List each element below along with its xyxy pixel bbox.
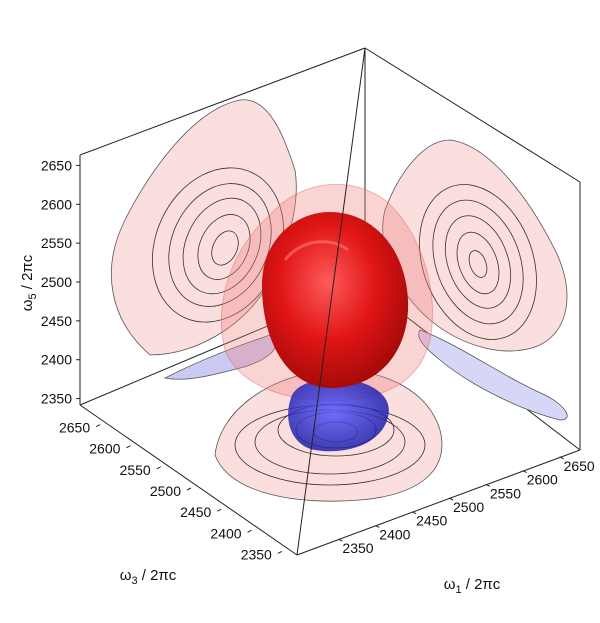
y-axis-tick-label-2450: 2450 — [180, 504, 211, 520]
x-axis-tick-mark-2450 — [411, 511, 417, 515]
y-axis-tick-label-2550: 2550 — [120, 462, 151, 478]
z-axis-tick-label-2600: 2600 — [41, 196, 72, 212]
right-wall-outer-contour — [382, 139, 568, 352]
right-wall-contour-3 — [444, 215, 512, 309]
x-axis-tick-mark-2600 — [522, 470, 527, 474]
x-axis-tick-label-2350: 2350 — [342, 540, 373, 556]
right-wall-projection — [382, 139, 568, 421]
z-axis-ticks: 2350 2400 2450 2500 2550 2600 2650 — [41, 157, 80, 407]
y-axis-tick-mark-2350 — [277, 550, 283, 554]
x-axis-ticks: 2350 2400 2450 2500 2550 2600 2650 — [338, 456, 595, 556]
y-axis-tick-label-2600: 2600 — [89, 441, 120, 457]
left-wall-contour-4 — [197, 214, 251, 280]
z-axis-tick-label-2400: 2400 — [41, 352, 72, 368]
x-axis-tick-label-2500: 2500 — [453, 499, 484, 515]
z-axis-tick-label-2500: 2500 — [41, 274, 72, 290]
x-axis-tick-label-2550: 2550 — [490, 485, 521, 501]
y-axis-tick-mark-2600 — [126, 445, 131, 449]
z-axis-tick-label-2350: 2350 — [41, 391, 72, 407]
x-axis-tick-label-2400: 2400 — [379, 526, 410, 542]
left-wall-projection — [111, 99, 297, 380]
x-axis-tick-mark-2500 — [448, 497, 454, 501]
x-axis-tick-label-2600: 2600 — [527, 472, 558, 488]
x-axis-tick-label-2650: 2650 — [564, 458, 595, 474]
left-wall-contour-3 — [182, 197, 262, 295]
y-axis-tick-label-2650: 2650 — [59, 420, 90, 436]
y-axis-tick-label-2350: 2350 — [241, 546, 272, 562]
y-axis-tick-mark-2500 — [186, 487, 192, 491]
left-wall-contour-2 — [168, 183, 272, 307]
z-axis-tick-label-2550: 2550 — [41, 235, 72, 251]
z-axis-tick-label-2450: 2450 — [41, 313, 72, 329]
y-axis-tick-label-2400: 2400 — [210, 525, 241, 541]
x-axis-tick-mark-2650 — [559, 456, 564, 460]
y-axis-label: ω3 / 2πc — [120, 567, 177, 587]
x-axis-tick-mark-2400 — [375, 524, 380, 528]
left-wall-outer-contour — [111, 99, 297, 356]
y-axis-tick-mark-2400 — [247, 529, 252, 533]
x-axis-label: ω1 / 2πc — [444, 576, 501, 596]
right-wall-contour-5 — [468, 250, 488, 278]
x-axis-tick-mark-2550 — [485, 483, 491, 487]
x-axis-tick-label-2450: 2450 — [416, 513, 447, 529]
y-axis-tick-mark-2550 — [156, 466, 161, 470]
left-wall-negative-lobe — [163, 334, 277, 380]
x-axis-tick-mark-2350 — [338, 538, 343, 542]
y-axis-tick-mark-2650 — [95, 424, 101, 428]
z-axis-tick-label-2650: 2650 — [41, 157, 72, 173]
box-front-edges — [79, 47, 581, 556]
right-wall-negative-lobe — [418, 329, 568, 421]
left-wall-contour-5 — [211, 230, 239, 266]
y-axis-tick-label-2500: 2500 — [150, 483, 181, 499]
z-axis-label: ω5 / 2πc — [19, 254, 39, 311]
y-axis-tick-mark-2450 — [217, 508, 222, 512]
right-wall-contour-1 — [419, 184, 537, 340]
right-wall-contour-2 — [432, 199, 524, 325]
positive-isosurface-inner — [262, 212, 409, 389]
right-wall-contour-4 — [456, 231, 500, 295]
